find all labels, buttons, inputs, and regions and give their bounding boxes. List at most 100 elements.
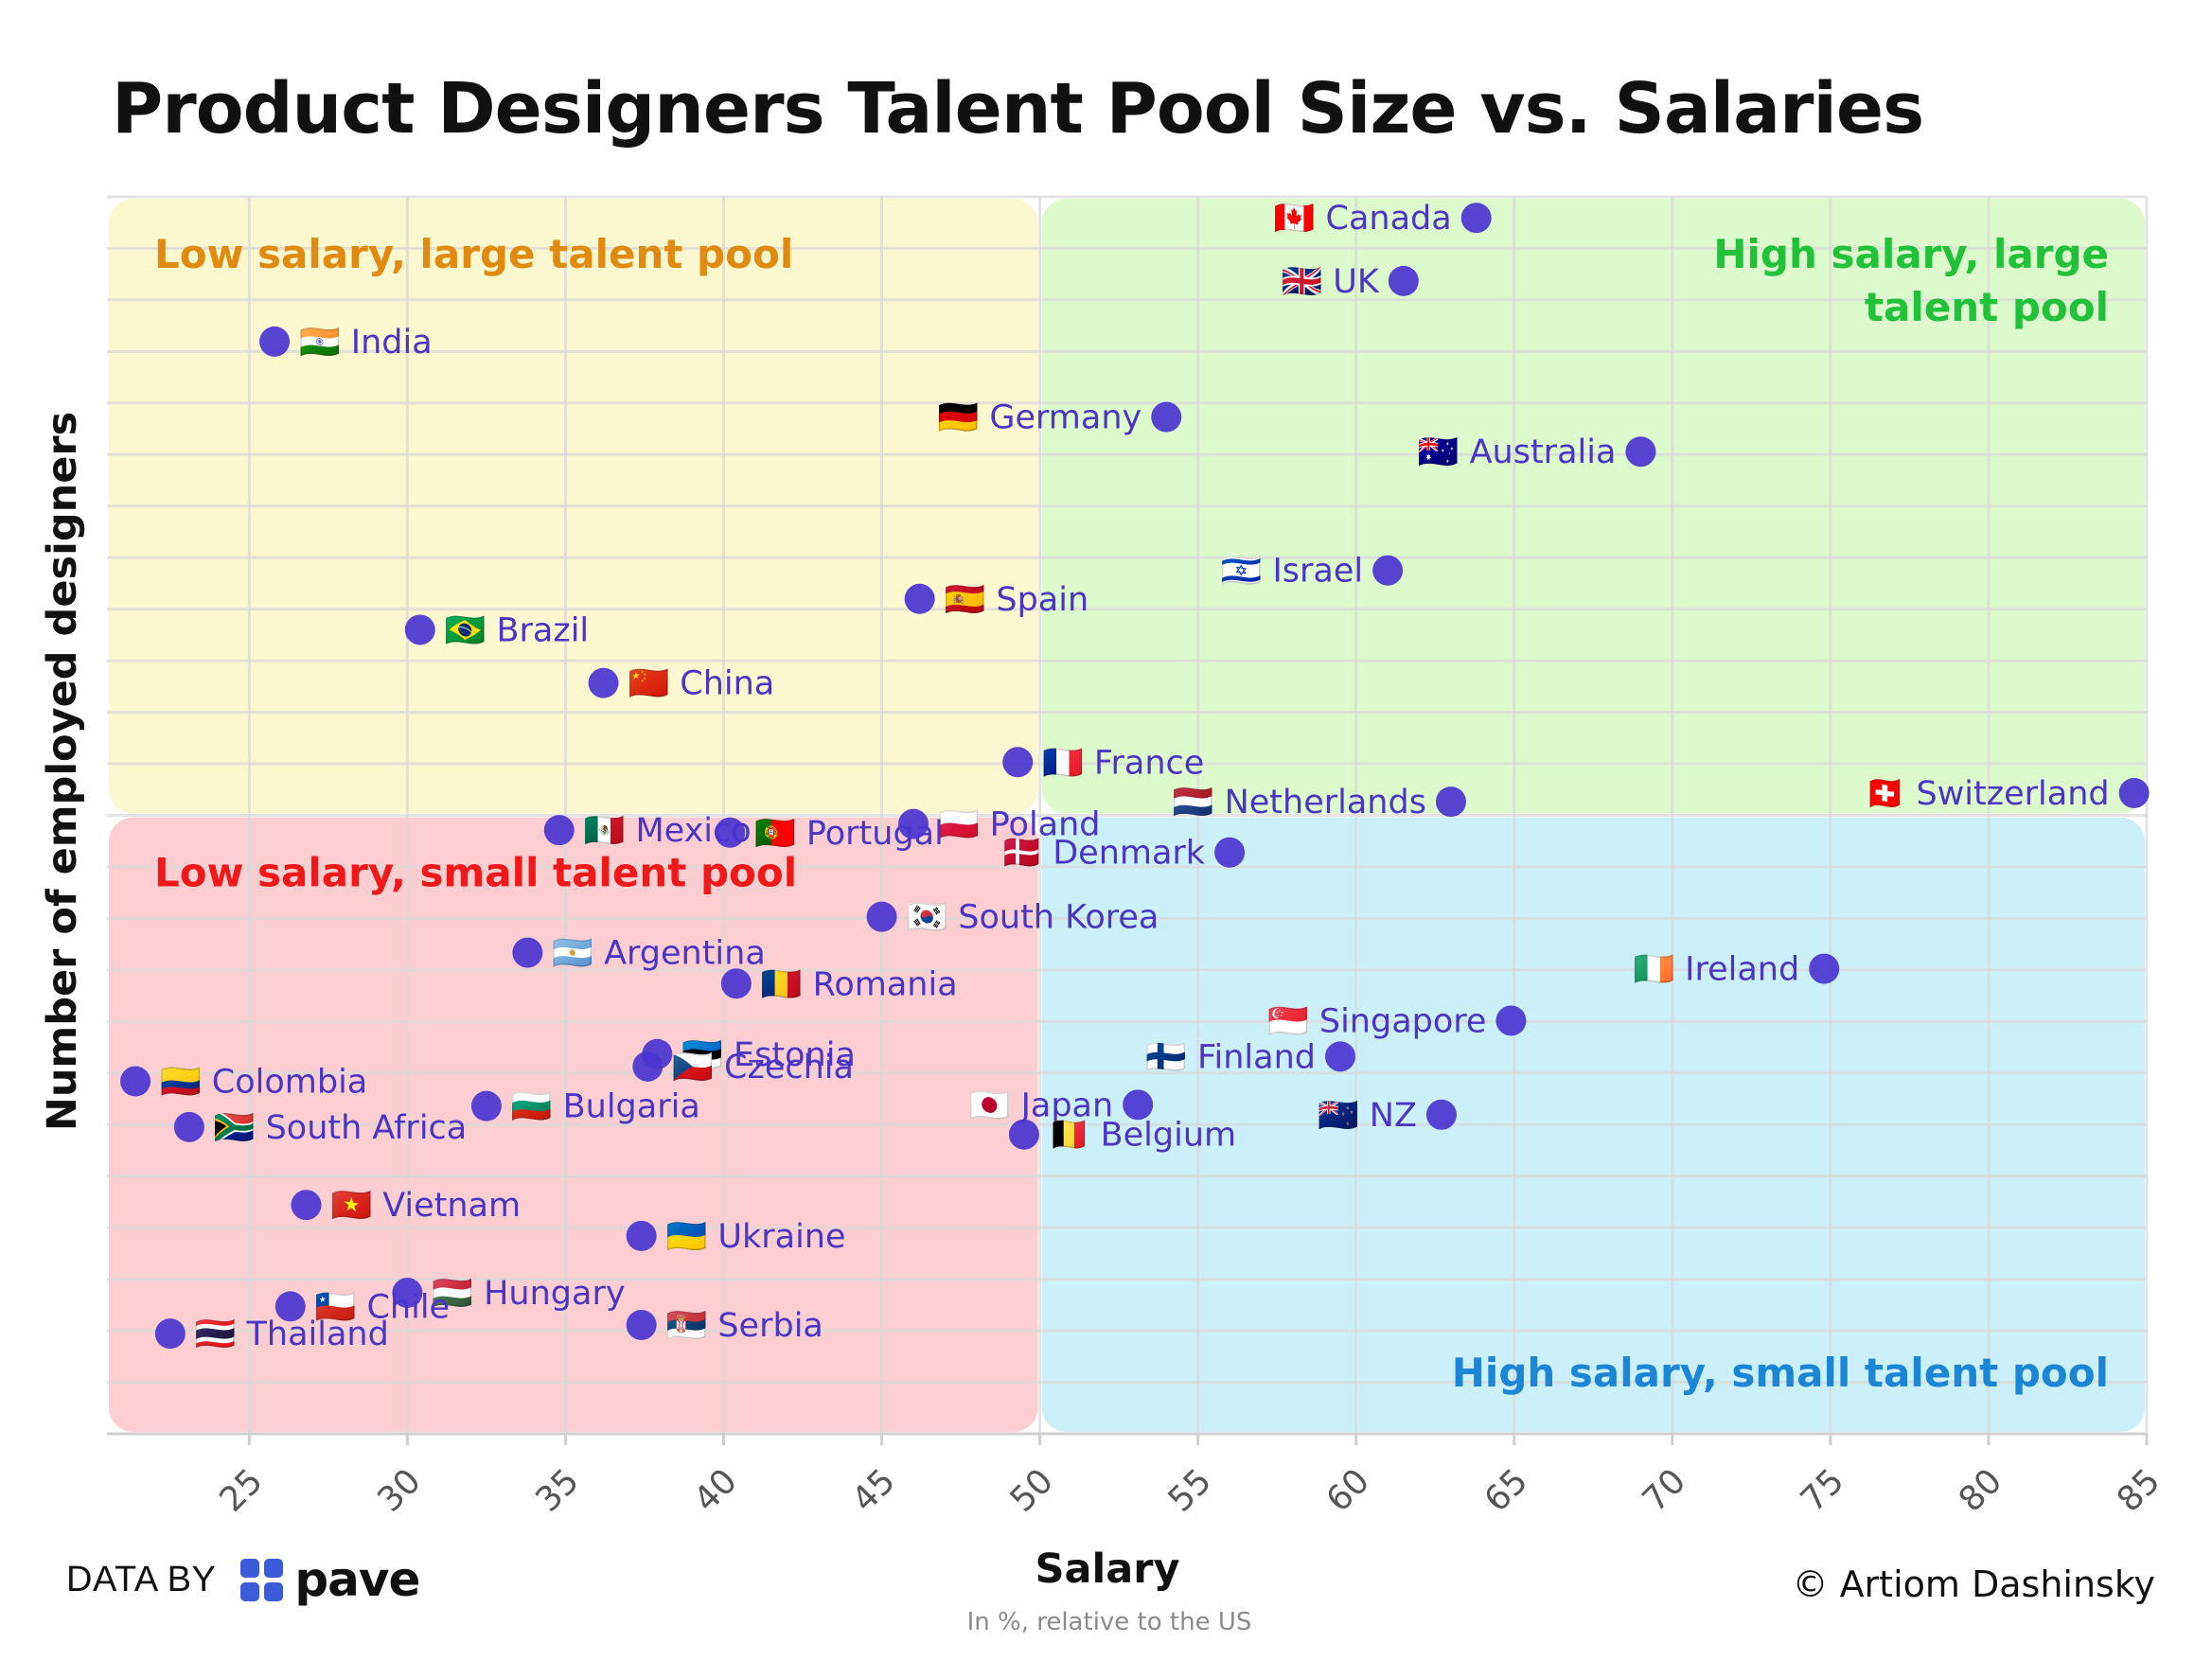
point-china <box>588 667 619 698</box>
point-south-korea <box>866 901 897 932</box>
point-israel <box>1372 555 1404 586</box>
quadrant-label-2: Low salary, small talent pool <box>154 850 797 896</box>
point-denmark <box>1214 837 1246 868</box>
point-uk <box>1388 265 1419 296</box>
point-argentina <box>512 937 543 968</box>
point-south-africa <box>173 1111 204 1142</box>
point-poland <box>897 808 929 839</box>
x-tick-label: 80 <box>1952 1461 2009 1519</box>
country-label-poland: 🇵🇱 Poland <box>938 806 1101 844</box>
country-label-chile: 🇨🇱 Chile <box>315 1288 450 1326</box>
country-label-israel: 🇮🇱 Israel <box>1221 553 1363 591</box>
country-label-brazil: 🇧🇷 Brazil <box>445 611 589 649</box>
x-tick-label: 75 <box>1794 1461 1851 1519</box>
country-label-uk: 🇬🇧 UK <box>1282 263 1380 301</box>
country-label-serbia: 🇷🇸 Serbia <box>666 1307 823 1345</box>
country-label-nz: 🇳🇿 NZ <box>1318 1097 1417 1135</box>
point-belgium <box>1008 1119 1039 1150</box>
point-singapore <box>1495 1005 1527 1036</box>
x-tick-label: 50 <box>1003 1461 1061 1519</box>
point-ireland <box>1809 953 1840 984</box>
point-japan <box>1123 1089 1154 1121</box>
x-tick-label: 30 <box>370 1461 428 1519</box>
country-label-japan: 🇯🇵 Japan <box>969 1086 1113 1124</box>
country-label-vietnam: 🇻🇳 Vietnam <box>330 1187 521 1225</box>
quadrant-label-0: Low salary, large talent pool <box>154 231 793 277</box>
point-australia <box>1625 436 1656 468</box>
pave-logo-icon <box>240 1558 284 1601</box>
point-thailand <box>154 1318 186 1350</box>
x-tick-label: 25 <box>212 1461 270 1519</box>
point-vietnam <box>291 1190 322 1221</box>
x-tick-label: 35 <box>528 1461 586 1519</box>
country-label-india: 🇮🇳 India <box>299 324 433 362</box>
axis-layer: 25 30 35 40 45 50 55 60 65 70 75 80 85 <box>107 1432 2168 1520</box>
data-by-label: DATA BY <box>66 1559 217 1599</box>
point-czechia <box>632 1051 664 1082</box>
country-label-singapore: 🇸🇬 Singapore <box>1267 1002 1486 1040</box>
country-label-hungary: 🇭🇺 Hungary <box>432 1275 625 1313</box>
x-tick-label: 45 <box>845 1461 903 1519</box>
point-romania <box>720 968 752 999</box>
point-france <box>1002 747 1034 778</box>
country-label-czechia: 🇨🇿 Czechia <box>672 1049 854 1086</box>
country-label-germany: 🇩🇪 Germany <box>938 399 1142 437</box>
x-tick-label: 55 <box>1161 1461 1219 1519</box>
x-tick-label: 65 <box>1478 1461 1535 1519</box>
x-tick-label: 70 <box>1636 1461 1693 1519</box>
country-label-ireland: 🇮🇪 Ireland <box>1633 951 1799 989</box>
point-netherlands <box>1435 786 1466 818</box>
country-label-ukraine: 🇺🇦 Ukraine <box>666 1218 846 1256</box>
pave-wordmark: pave <box>294 1552 420 1607</box>
country-label-layer: 🇨🇦 Canada 🇬🇧 UK 🇮🇳 India 🇩🇪 Germany 🇦🇺 Austr… <box>160 200 2110 1353</box>
country-label-netherlands: 🇳🇱 Netherlands <box>1173 784 1426 821</box>
point-brazil <box>404 614 435 645</box>
quadrant-label-1: High salary, large talent pool <box>1713 231 2109 330</box>
x-axis-sublabel: In %, relative to the US <box>967 1608 1252 1636</box>
x-tick-label: 40 <box>686 1461 744 1519</box>
point-hungary <box>392 1278 423 1309</box>
point-mexico <box>543 815 575 846</box>
point-nz <box>1425 1099 1457 1130</box>
point-finland <box>1325 1041 1356 1072</box>
x-axis-label: Salary <box>1035 1546 1180 1593</box>
chart-title: Product Designers Talent Pool Size vs. S… <box>112 68 1924 150</box>
point-bulgaria <box>470 1090 502 1122</box>
point-colombia <box>120 1066 151 1097</box>
point-spain <box>904 583 935 614</box>
country-label-belgium: 🇧🇪 Belgium <box>1049 1116 1236 1155</box>
country-label-finland: 🇫🇮 Finland <box>1145 1038 1316 1076</box>
x-tick-label: 60 <box>1319 1461 1377 1519</box>
point-chile <box>274 1291 306 1322</box>
y-axis-label: Number of employed designers <box>39 412 86 1131</box>
country-label-switzerland: 🇨🇭 Switzerland <box>1865 774 2110 813</box>
point-india <box>259 326 291 357</box>
country-label-estonia: 🇪🇪 Estonia <box>681 1036 856 1074</box>
credit-text: © Artiom Dashinsky <box>1792 1563 2155 1605</box>
country-label-south-africa: 🇿🇦 South Africa <box>214 1109 467 1147</box>
country-label-denmark: 🇩🇰 Denmark <box>1001 834 1206 873</box>
country-label-south-korea: 🇰🇷 South Korea <box>907 899 1159 937</box>
point-serbia <box>626 1309 657 1340</box>
country-label-colombia: 🇨🇴 Colombia <box>160 1064 367 1102</box>
country-label-spain: 🇪🇸 Spain <box>945 581 1089 619</box>
country-label-argentina: 🇦🇷 Argentina <box>552 935 765 973</box>
point-canada <box>1460 203 1492 234</box>
country-label-thailand: 🇹🇭 Thailand <box>195 1316 389 1353</box>
point-ukraine <box>626 1220 657 1251</box>
x-tick-label: 85 <box>2110 1461 2168 1519</box>
country-label-canada: 🇨🇦 Canada <box>1274 200 1452 238</box>
data-source: DATA BY pave <box>66 1552 420 1607</box>
point-portugal <box>715 817 746 848</box>
point-layer <box>120 203 2150 1350</box>
pave-logo: pave <box>240 1552 420 1607</box>
quadrant-label-3: High salary, small talent pool <box>1452 1350 2109 1396</box>
country-label-bulgaria: 🇧🇬 Bulgaria <box>511 1088 700 1126</box>
quadrant-label-layer: Low salary, large talent pool High salary… <box>154 231 2109 1396</box>
country-label-australia: 🇦🇺 Australia <box>1418 433 1617 471</box>
country-label-romania: 🇷🇴 Romania <box>761 965 958 1003</box>
country-label-china: 🇨🇳 China <box>628 665 775 703</box>
point-germany <box>1151 401 1182 433</box>
country-label-france: 🇫🇷 France <box>1042 744 1204 782</box>
